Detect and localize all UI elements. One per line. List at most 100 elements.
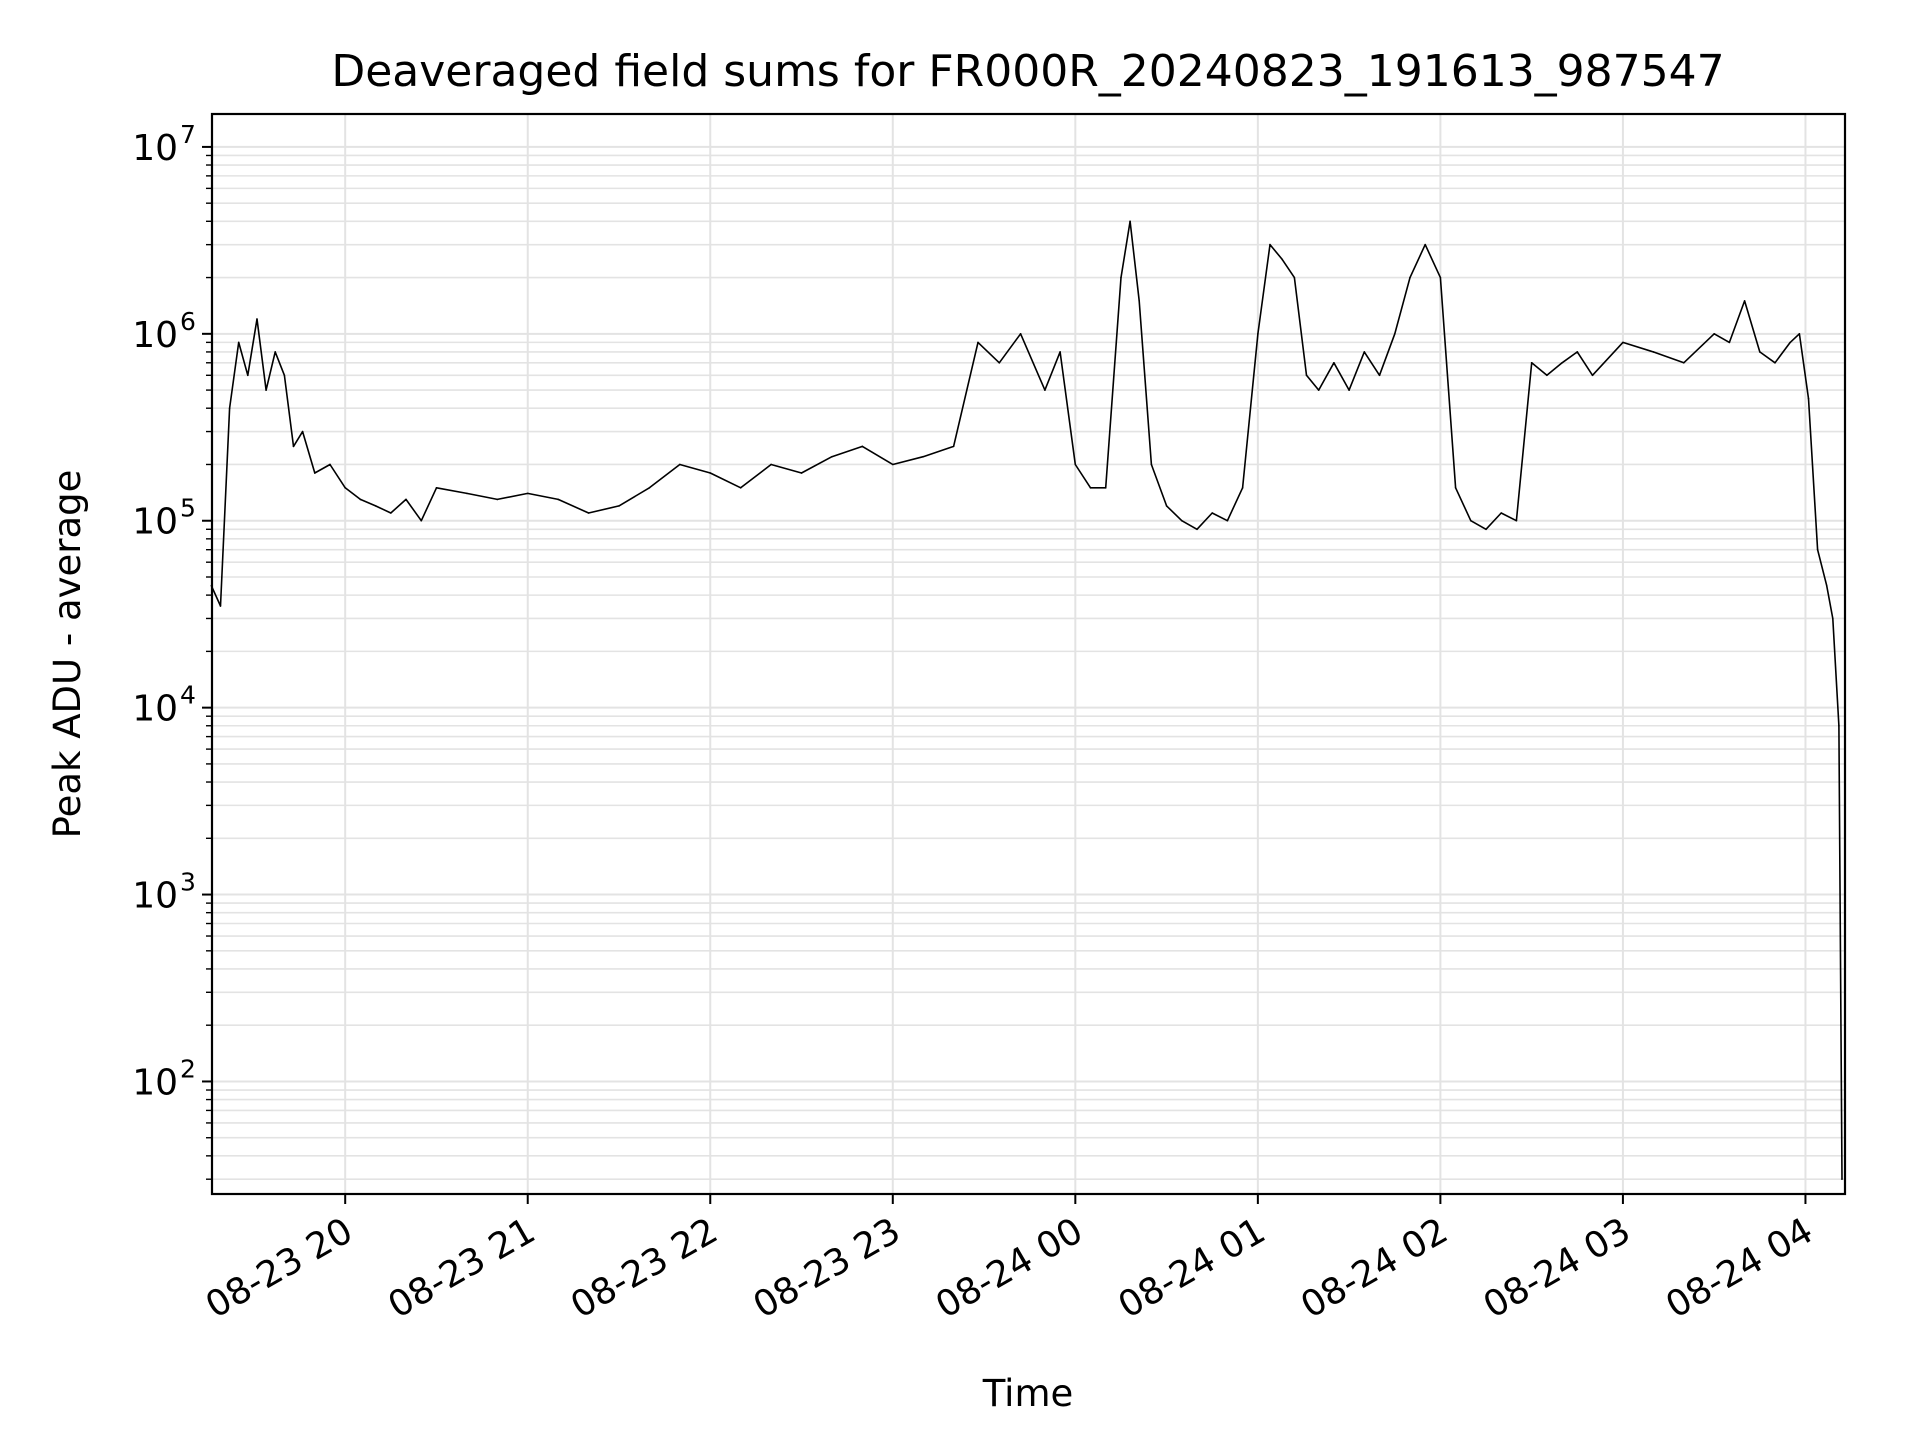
data-point — [1576, 351, 1579, 353]
data-point — [1807, 397, 1810, 400]
y-tick-exponent: 3 — [180, 868, 196, 897]
data-point — [1181, 519, 1183, 522]
data-point — [891, 463, 894, 466]
y-tick-exponent: 4 — [180, 681, 196, 710]
data-point — [1743, 300, 1746, 302]
data-point — [1530, 361, 1533, 364]
y-tick-label: 10 — [132, 128, 178, 169]
data-point — [1074, 463, 1077, 466]
data-point — [1728, 341, 1731, 344]
data-point — [313, 472, 316, 474]
data-point — [1393, 333, 1396, 335]
data-point — [977, 341, 979, 344]
data-point — [1305, 374, 1308, 377]
data-point — [1293, 276, 1296, 279]
y-tick-exponent: 6 — [180, 307, 196, 336]
data-point — [219, 605, 222, 607]
data-point — [1515, 519, 1518, 522]
data-point — [1089, 487, 1092, 489]
series-line — [210, 220, 1843, 1181]
data-point — [237, 341, 240, 344]
y-tick-exponent: 7 — [180, 120, 196, 149]
data-point — [1485, 528, 1487, 531]
data-point — [256, 318, 258, 320]
data-point — [374, 505, 377, 507]
data-point — [1561, 361, 1563, 364]
data-point — [1129, 220, 1131, 223]
data-point — [1816, 548, 1819, 551]
plot-area-frame — [210, 112, 1847, 1196]
data-point — [466, 492, 468, 495]
data-point — [1454, 487, 1457, 489]
data-point — [1682, 361, 1685, 364]
data-point — [922, 455, 925, 458]
data-point — [770, 463, 772, 466]
data-point — [1378, 374, 1381, 377]
data-point — [1841, 1178, 1843, 1181]
data-point — [1825, 584, 1828, 587]
data-point — [1789, 341, 1792, 344]
y-tick-exponent: 2 — [180, 1054, 196, 1083]
data-point — [1138, 300, 1141, 302]
y-tick-label: 10 — [132, 876, 178, 917]
data-point — [861, 445, 864, 448]
data-point — [344, 487, 346, 489]
data-point — [1363, 351, 1366, 353]
data-point — [1211, 512, 1214, 514]
data-point — [526, 492, 529, 495]
data-point — [1713, 333, 1715, 335]
data-point — [1439, 276, 1442, 279]
data-point — [1470, 519, 1472, 522]
data-point — [228, 407, 231, 410]
data-point — [1832, 617, 1834, 620]
data-point — [420, 519, 423, 522]
y-tick-label: 10 — [132, 1062, 178, 1103]
data-point — [1591, 374, 1594, 377]
data-point — [648, 487, 651, 489]
data-point — [1798, 333, 1801, 335]
data-point — [709, 472, 712, 474]
data-point — [1104, 487, 1107, 489]
data-point — [283, 374, 286, 377]
data-point — [739, 487, 742, 489]
data-point — [800, 472, 803, 474]
data-point — [587, 512, 590, 514]
data-point — [1759, 351, 1761, 353]
data-point — [329, 463, 331, 466]
data-point — [1044, 389, 1046, 391]
data-point — [1333, 361, 1335, 364]
data-point — [1019, 333, 1022, 335]
data-point — [1424, 243, 1426, 246]
data-point — [405, 498, 407, 501]
data-point — [1838, 724, 1840, 727]
data-point — [1120, 276, 1122, 279]
data-point — [952, 445, 955, 448]
data-point — [998, 361, 1001, 364]
data-point — [1317, 389, 1320, 391]
data-point — [247, 374, 249, 377]
y-tick-label: 10 — [132, 315, 178, 356]
data-point — [1546, 374, 1548, 377]
data-point — [1165, 505, 1168, 507]
y-tick-label: 10 — [132, 502, 178, 543]
data-point — [496, 498, 499, 501]
data-point — [390, 512, 392, 514]
data-point — [1409, 276, 1411, 279]
data-point — [1241, 487, 1244, 489]
data-point — [301, 430, 304, 433]
data-point — [1226, 519, 1229, 522]
y-tick-label: 10 — [132, 689, 178, 730]
y-tick-exponent: 5 — [180, 494, 196, 523]
data-point — [1500, 512, 1503, 514]
data-point — [1059, 351, 1061, 353]
data-point — [1269, 243, 1271, 246]
data-point — [831, 455, 833, 458]
x-axis-label: Time — [982, 1372, 1074, 1415]
data-point — [1281, 258, 1283, 261]
data-point — [359, 498, 362, 501]
data-point — [1257, 333, 1259, 335]
